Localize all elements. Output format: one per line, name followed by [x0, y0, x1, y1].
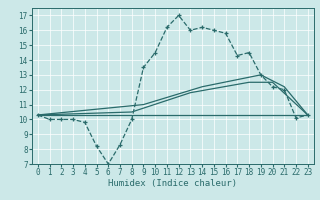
- X-axis label: Humidex (Indice chaleur): Humidex (Indice chaleur): [108, 179, 237, 188]
